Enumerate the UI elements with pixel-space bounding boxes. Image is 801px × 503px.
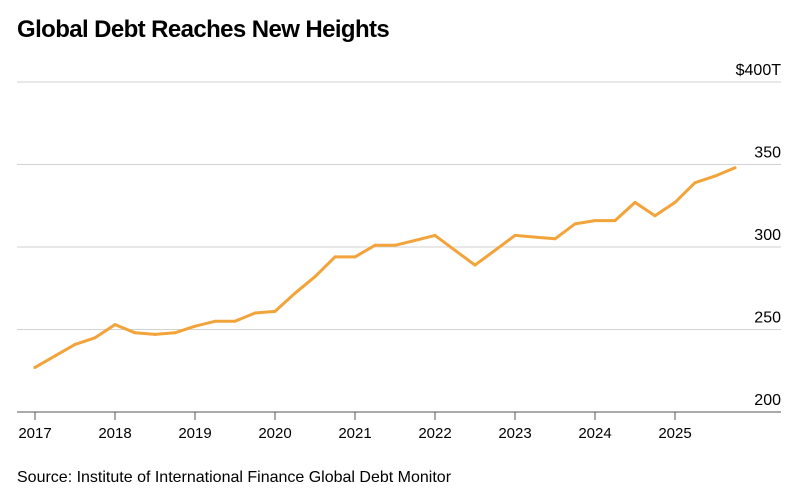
data-point [613, 219, 617, 223]
data-point [73, 342, 77, 346]
data-point [713, 174, 717, 178]
source-note: Source: Institute of International Finan… [17, 469, 452, 486]
data-point [633, 200, 637, 204]
y-tick-label: 200 [754, 392, 781, 409]
data-point [193, 324, 197, 328]
x-tick-label: 2022 [418, 425, 451, 442]
data-point [553, 237, 557, 241]
data-point [33, 365, 37, 369]
x-tick-label: 2024 [578, 425, 611, 442]
series-line [33, 166, 737, 369]
x-tick-label: 2025 [658, 425, 691, 442]
tick-labels: $400T 350 300 250 200 2017 2018 2019 2020 2021 202… [18, 62, 781, 442]
data-point [493, 248, 497, 252]
data-point [133, 331, 137, 335]
x-axis [17, 411, 781, 420]
data-point [413, 238, 417, 242]
data-point [433, 233, 437, 237]
data-point [113, 323, 117, 327]
data-point [53, 354, 57, 358]
data-point [513, 233, 517, 237]
data-point [253, 311, 257, 315]
data-point [93, 336, 97, 340]
data-point [293, 291, 297, 295]
data-point [533, 235, 537, 239]
data-point [473, 263, 477, 267]
data-point [173, 331, 177, 335]
y-tick-label: 350 [754, 145, 781, 162]
data-point [593, 219, 597, 223]
data-point [393, 243, 397, 247]
x-tick-label: 2023 [498, 425, 531, 442]
data-point [453, 248, 457, 252]
data-point [353, 255, 357, 259]
x-tick-label: 2020 [258, 425, 291, 442]
x-tick-label: 2018 [98, 425, 131, 442]
data-point [693, 181, 697, 185]
data-point [273, 309, 277, 313]
data-point [313, 275, 317, 279]
y-tick-label: 300 [754, 227, 781, 244]
x-tick-label: 2017 [18, 425, 51, 442]
data-point [573, 222, 577, 226]
data-point [653, 214, 657, 218]
data-point [213, 319, 217, 323]
data-point [233, 319, 237, 323]
data-point [673, 200, 677, 204]
gridlines [17, 81, 781, 330]
chart-title: Global Debt Reaches New Heights [17, 16, 390, 43]
line-chart: $400T 350 300 250 200 2017 2018 2019 2020 2021 202… [17, 62, 781, 442]
data-point [733, 166, 737, 170]
series-layer [33, 166, 737, 369]
data-point [333, 255, 337, 259]
x-tick-label: 2021 [338, 425, 371, 442]
x-tick-label: 2019 [178, 425, 211, 442]
data-point [153, 332, 157, 336]
y-tick-label: 250 [754, 310, 781, 327]
y-tick-label: $400T [736, 62, 782, 79]
data-point [373, 243, 377, 247]
